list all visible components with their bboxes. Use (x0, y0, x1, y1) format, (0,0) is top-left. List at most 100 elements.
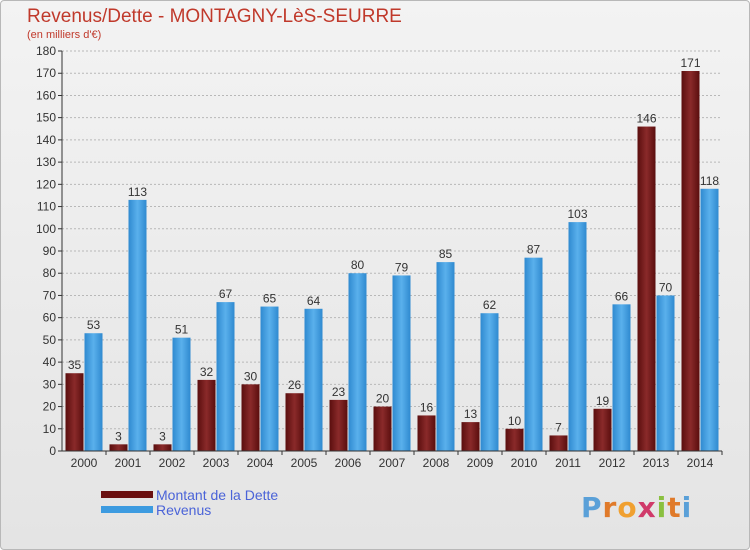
data-label: 64 (307, 294, 321, 308)
data-label: 3 (115, 429, 122, 443)
x-tick-label: 2006 (335, 456, 362, 470)
y-tick-label: 110 (37, 200, 56, 214)
chart-title: Revenus/Dette - MONTAGNY-LèS-SEURRE (27, 6, 402, 27)
data-label: 66 (615, 289, 629, 303)
y-tick-label: 130 (36, 155, 56, 169)
y-tick-label: 90 (43, 244, 57, 258)
y-tick-label: 150 (36, 111, 56, 125)
data-label: 70 (659, 280, 673, 294)
x-tick-label: 2005 (291, 456, 318, 470)
x-tick-label: 2007 (379, 456, 406, 470)
y-tick-label: 180 (36, 44, 56, 58)
y-tick-label: 50 (43, 333, 57, 347)
y-tick-label: 30 (43, 377, 57, 391)
data-label: 62 (483, 298, 497, 312)
logo-letter: i (656, 491, 668, 524)
data-label: 80 (351, 258, 365, 272)
data-label: 16 (420, 400, 434, 414)
data-label: 35 (68, 358, 82, 372)
y-tick-label: 10 (43, 422, 57, 436)
bar-dette (373, 406, 392, 451)
bar-revenus (84, 333, 103, 451)
data-label: 30 (244, 369, 258, 383)
data-label: 103 (567, 207, 587, 221)
bar-dette (461, 422, 480, 451)
logo-letter: r (602, 491, 618, 524)
legend-swatch-dette (101, 491, 153, 498)
logo-letter: P (581, 491, 603, 524)
y-tick-label: 40 (43, 355, 57, 369)
data-label: 7 (555, 420, 562, 434)
data-label: 65 (263, 292, 277, 306)
x-tick-label: 2008 (423, 456, 450, 470)
data-label: 32 (200, 365, 214, 379)
data-label: 26 (288, 378, 302, 392)
bar-revenus (304, 308, 323, 451)
bar-revenus (128, 199, 147, 451)
bar-dette (681, 71, 700, 451)
bar-dette (549, 435, 568, 451)
data-label: 10 (508, 414, 522, 428)
bar-revenus (480, 313, 499, 451)
x-tick-label: 2000 (71, 456, 98, 470)
y-tick-label: 0 (49, 444, 56, 458)
data-label: 79 (395, 260, 409, 274)
x-tick-label: 2013 (643, 456, 670, 470)
data-label: 113 (128, 185, 147, 199)
legend-item-revenus: Revenus (101, 501, 278, 518)
logo-letter: t (667, 491, 682, 524)
bar-dette (417, 415, 436, 451)
bar-dette (637, 126, 656, 452)
data-label: 67 (219, 287, 233, 301)
logo-letter: i (681, 491, 693, 524)
data-label: 3 (159, 429, 166, 443)
bar-revenus (524, 257, 543, 451)
y-tick-label: 80 (43, 266, 57, 280)
data-label: 19 (596, 394, 610, 408)
y-tick-label: 170 (36, 66, 56, 80)
data-label: 146 (636, 112, 656, 126)
bar-revenus (392, 275, 411, 451)
legend-item-dette: Montant de la Dette (101, 486, 279, 503)
legend-label-revenus: Revenus (156, 501, 212, 518)
data-label: 87 (527, 243, 541, 257)
bar-dette (593, 408, 612, 451)
data-label: 53 (87, 318, 101, 332)
x-tick-label: 2001 (115, 456, 142, 470)
bar-revenus (568, 222, 587, 451)
bar-revenus (348, 273, 367, 451)
y-tick-label: 140 (36, 133, 56, 147)
bar-dette (329, 399, 348, 451)
bar-dette (109, 444, 128, 451)
bar-dette (505, 428, 524, 451)
y-tick-label: 100 (36, 222, 56, 236)
bar-revenus (260, 306, 279, 451)
data-label: 20 (376, 392, 390, 406)
bar-revenus (436, 262, 455, 451)
x-tick-label: 2011 (555, 456, 581, 470)
data-label: 51 (175, 323, 189, 337)
data-label: 118 (700, 174, 719, 188)
data-label: 13 (464, 407, 478, 421)
chart-subtitle: (en milliers d'€) (27, 29, 102, 41)
bar-revenus (700, 188, 719, 451)
data-label: 23 (332, 385, 346, 399)
bar-revenus (172, 337, 191, 451)
data-label: 171 (680, 56, 700, 70)
y-tick-label: 160 (36, 88, 56, 102)
y-tick-label: 20 (43, 400, 57, 414)
bar-dette (153, 444, 172, 451)
data-label: 85 (439, 247, 453, 261)
y-tick-label: 120 (36, 177, 56, 191)
legend-label-dette: Montant de la Dette (156, 486, 279, 503)
x-tick-label: 2002 (159, 456, 186, 470)
proxiti-logo: Proxiti (581, 491, 692, 524)
x-tick-label: 2004 (247, 456, 274, 470)
x-tick-label: 2010 (511, 456, 538, 470)
x-tick-label: 2009 (467, 456, 494, 470)
bar-dette (197, 379, 216, 451)
logo-letter: x (637, 491, 657, 524)
y-tick-label: 70 (43, 288, 57, 302)
